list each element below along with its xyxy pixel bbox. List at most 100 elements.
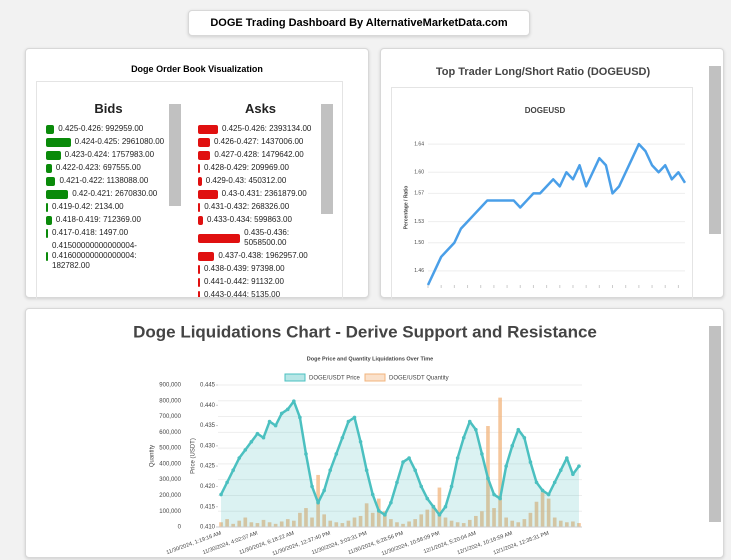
point xyxy=(467,419,472,424)
order-bar xyxy=(198,163,200,173)
y2-tick-label: 0.435 xyxy=(200,423,216,429)
bar xyxy=(577,523,581,527)
y2-tick-label: 0.430 xyxy=(200,443,216,449)
bar xyxy=(480,511,484,527)
order-label: 0.41500000000000004-0.41600000000000004:… xyxy=(52,241,137,270)
y-tick-label: 400,000 xyxy=(159,461,181,467)
point xyxy=(516,427,521,432)
point xyxy=(528,460,533,464)
point xyxy=(304,452,308,456)
bar xyxy=(370,512,375,527)
point xyxy=(449,484,454,489)
bar xyxy=(237,520,242,527)
order-label: 0.438-0.439: 97398.00 xyxy=(204,264,285,273)
bar xyxy=(304,508,308,527)
order-row: 0.424-0.425: 2961080.00 xyxy=(46,137,171,147)
order-row: 0.43-0.431: 2361879.00 xyxy=(198,189,323,199)
bar xyxy=(346,520,351,527)
area xyxy=(221,401,579,527)
y2-tick-label: 0.415 xyxy=(200,504,216,510)
point xyxy=(492,492,496,497)
y-tick-label: 900,000 xyxy=(159,383,181,389)
order-label: 0.433-0.434: 599863.00 xyxy=(206,215,292,224)
order-row: 0.443-0.444: 5135.00 xyxy=(198,290,323,297)
y-tick-label: 1.53 xyxy=(414,219,424,225)
order-row: 0.41500000000000004-0.41600000000000004:… xyxy=(46,241,171,271)
bar xyxy=(504,517,508,527)
order-row: 0.421-0.422: 1138088.00 xyxy=(46,176,171,186)
y2-tick-label: 0.445 xyxy=(200,383,216,389)
legend-swatch xyxy=(364,373,386,382)
y2-axis-label: Price (USDT) xyxy=(191,438,197,474)
order-bar xyxy=(198,233,241,243)
point xyxy=(328,468,333,473)
y2-tick-label: 0.425 xyxy=(200,464,216,470)
bar xyxy=(376,498,381,527)
point xyxy=(389,500,393,505)
order-label: 0.424-0.425: 2961080.00 xyxy=(74,137,165,146)
scrollbar[interactable] xyxy=(709,326,721,522)
point xyxy=(231,468,235,473)
order-bar xyxy=(198,137,210,147)
point xyxy=(571,472,575,477)
bar xyxy=(255,523,260,527)
point xyxy=(237,456,242,460)
bar xyxy=(328,520,333,527)
order-label: 0.435-0.436: 5058500.00 xyxy=(244,228,290,247)
point xyxy=(225,480,229,485)
order-row: 0.438-0.439: 97398.00 xyxy=(198,264,323,274)
bar xyxy=(322,514,326,527)
bar xyxy=(249,522,254,527)
point xyxy=(431,504,436,509)
y-tick-label: 700,000 xyxy=(159,414,181,420)
order-label: 0.431-0.432: 268326.00 xyxy=(204,202,290,211)
point xyxy=(340,435,345,440)
point xyxy=(540,488,545,493)
bar xyxy=(540,492,545,527)
order-bar xyxy=(198,150,211,160)
chart-title: Doge Price and Quantity Liquidations Ove… xyxy=(307,356,433,362)
point xyxy=(413,468,417,473)
bar xyxy=(461,523,466,527)
order-label: 0.43-0.431: 2361879.00 xyxy=(221,189,307,198)
order-label: 0.429-0.43: 450312.00 xyxy=(205,176,287,185)
bar xyxy=(413,519,417,527)
scrollbar[interactable] xyxy=(321,104,333,214)
point xyxy=(395,480,399,485)
bar xyxy=(340,523,345,527)
scrollbar[interactable] xyxy=(709,66,721,234)
bar xyxy=(243,517,248,527)
header-title: DOGE Trading Dashboard By AlternativeMar… xyxy=(210,17,508,29)
chart-title: DOGEUSD xyxy=(525,106,566,115)
y-tick-label: 1.60 xyxy=(414,170,424,176)
bar xyxy=(334,522,339,527)
point xyxy=(522,435,527,440)
order-row: 0.425-0.426: 2393134.00 xyxy=(198,124,323,134)
order-bar xyxy=(198,202,201,212)
order-label: 0.437-0.438: 1962957.00 xyxy=(218,251,308,260)
point xyxy=(249,440,254,444)
bar xyxy=(474,515,478,527)
order-label: 0.443-0.444: 5135.00 xyxy=(204,290,281,297)
panel-title: Doge Liquidations Chart - Derive Support… xyxy=(133,322,597,341)
point xyxy=(552,480,557,485)
scrollbar[interactable] xyxy=(169,104,181,206)
point xyxy=(376,508,381,513)
y2-tick-label: 0.410 xyxy=(200,525,216,531)
point xyxy=(364,468,369,473)
point xyxy=(273,423,278,428)
order-book-title: Doge Order Book Visualization xyxy=(131,64,263,74)
point xyxy=(358,440,363,444)
bar xyxy=(425,509,430,527)
bar xyxy=(443,517,448,527)
point xyxy=(383,513,387,517)
order-bar xyxy=(198,264,200,274)
bar xyxy=(492,508,496,527)
point xyxy=(480,452,484,456)
legend-label: DOGE/USDT Price xyxy=(309,376,361,382)
bar xyxy=(558,520,563,527)
panel-title: Top Trader Long/Short Ratio (DOGEUSD) xyxy=(436,66,651,78)
point xyxy=(322,488,326,493)
y-tick-label: 200,000 xyxy=(159,493,181,499)
